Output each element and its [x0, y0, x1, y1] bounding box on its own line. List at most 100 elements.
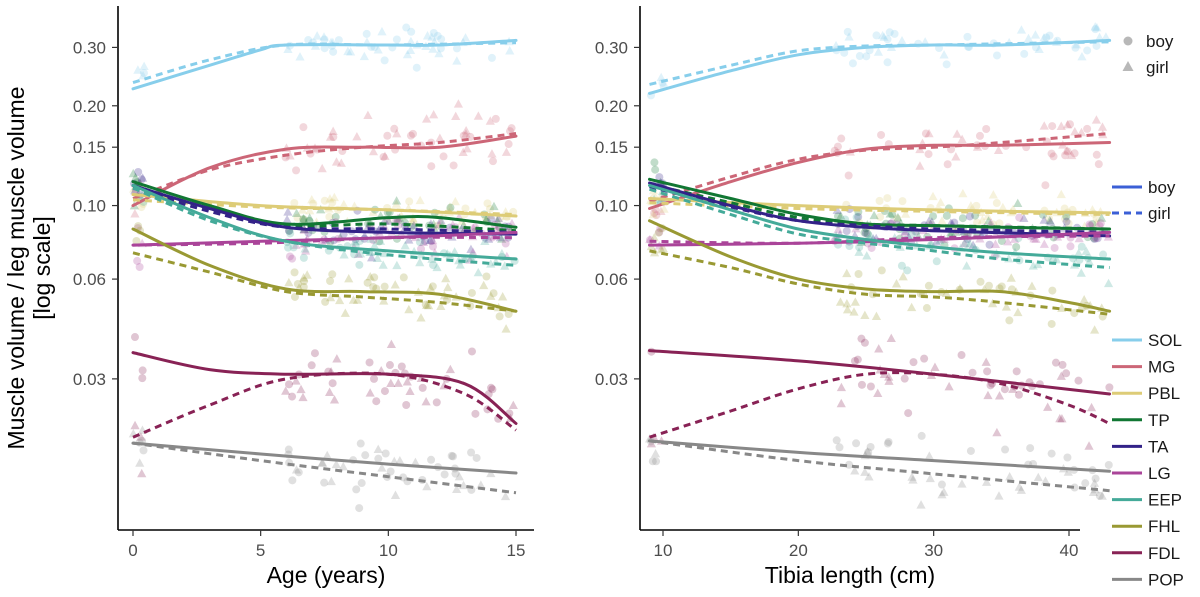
legend-label-linetype-boy: boy — [1148, 178, 1176, 197]
data-point-girl-pop — [390, 490, 401, 499]
y-tick-label: 0.15 — [595, 138, 628, 157]
data-point-girl-pop — [1088, 487, 1099, 497]
data-point-boy-fhl — [299, 282, 308, 291]
data-point-girl-fhl — [649, 232, 659, 242]
data-point-boy-sol — [942, 60, 951, 69]
data-point-boy-pbl — [876, 212, 885, 221]
data-point-girl-fhl — [850, 297, 860, 306]
data-point-boy-sol — [402, 23, 411, 32]
data-point-girl-fhl — [1001, 302, 1012, 311]
data-point-girl-pop — [924, 451, 934, 460]
fit-line-girl-eep — [132, 186, 517, 267]
data-point-boy-pop — [1095, 491, 1104, 500]
data-point-boy-pop — [648, 457, 657, 466]
data-point-girl-mg — [656, 206, 666, 216]
data-point-boy-pbl — [293, 213, 302, 222]
data-point-girl-pop — [500, 491, 511, 501]
data-point-boy-tp — [929, 212, 938, 221]
data-point-boy-lg — [1015, 213, 1024, 222]
data-point-boy-tp — [331, 213, 340, 222]
data-point-boy-sol — [329, 47, 338, 56]
data-point-girl-fhl — [871, 311, 882, 321]
data-point-girl-fhl — [348, 295, 359, 304]
data-point-girl-fhl — [325, 292, 336, 302]
data-point-girl-pbl — [408, 215, 419, 224]
data-point-boy-pop — [1104, 460, 1113, 469]
data-point-boy-lg — [1085, 220, 1094, 229]
data-point-boy-fdl — [432, 398, 441, 407]
y-tick-label: 0.30 — [73, 38, 106, 57]
data-point-girl-sol — [133, 65, 143, 74]
legend-label-fdl: FDL — [1148, 544, 1180, 563]
data-point-girl-mg — [915, 161, 925, 170]
data-point-girl-fhl — [1057, 303, 1067, 312]
data-point-boy-mg — [406, 131, 415, 140]
data-point-boy-tp — [651, 165, 660, 174]
data-point-girl-tp — [489, 201, 499, 211]
data-point-girl-fdl — [983, 390, 993, 400]
data-point-girl-pbl — [901, 209, 911, 218]
data-point-girl-sol — [1030, 30, 1041, 39]
data-point-boy-fdl — [983, 367, 992, 376]
points-layer-tibia — [645, 22, 1114, 509]
data-point-boy-sol — [993, 51, 1002, 60]
data-point-boy-eep — [286, 229, 295, 238]
data-point-girl-fhl — [656, 244, 666, 254]
data-point-girl-pop — [937, 489, 947, 499]
data-point-girl-mg — [285, 151, 295, 160]
data-point-boy-eep — [415, 238, 424, 247]
data-point-boy-sol — [872, 31, 881, 40]
data-point-boy-pop — [883, 439, 892, 448]
data-point-girl-pbl — [305, 205, 315, 215]
data-point-boy-sol — [862, 52, 871, 61]
data-point-boy-mg — [1049, 152, 1058, 161]
data-point-girl-ta — [924, 216, 934, 225]
data-point-girl-ta — [367, 252, 377, 262]
data-point-girl-mg — [487, 149, 497, 158]
data-point-girl-fdl — [646, 438, 657, 448]
data-point-boy-fhl — [924, 281, 933, 290]
panel-age: 0.03 0.06 0.10 0.15 0.20 0.30 0 5 10 15 Age (year… — [73, 6, 534, 588]
data-point-girl-eep — [1076, 268, 1086, 277]
data-point-girl-pop — [331, 459, 341, 469]
data-point-boy-pop — [284, 445, 293, 454]
y-tick-label: 0.20 — [73, 97, 106, 116]
data-point-girl-sol — [359, 51, 369, 61]
data-point-girl-fdl — [386, 339, 396, 349]
data-point-girl-tp — [983, 216, 994, 225]
data-point-girl-eep — [300, 244, 310, 253]
data-point-girl-ta — [493, 213, 503, 223]
data-point-boy-fdl — [138, 366, 147, 375]
data-point-girl-sol — [1090, 22, 1100, 31]
data-point-girl-ta — [425, 235, 435, 244]
legend-label-shape-boy: boy — [1146, 32, 1174, 51]
legend-label-linetype-girl: girl — [1148, 204, 1171, 223]
data-point-boy-lg — [133, 256, 142, 265]
x-tick-label: 40 — [1060, 541, 1079, 560]
data-point-boy-fdl — [402, 401, 411, 410]
data-point-girl-fhl — [1090, 325, 1100, 334]
data-point-girl-pop — [317, 458, 328, 467]
data-point-girl-sol — [434, 48, 444, 58]
data-point-boy-pbl — [1045, 214, 1054, 223]
data-point-girl-sol — [1039, 33, 1049, 42]
fit-line-girl-ta — [132, 186, 517, 234]
data-point-boy-pop — [864, 448, 873, 457]
data-point-boy-sol — [890, 29, 899, 38]
data-point-girl-lg — [291, 240, 301, 249]
data-point-boy-fdl — [900, 374, 909, 383]
data-point-boy-pbl — [137, 203, 146, 212]
data-point-boy-tp — [446, 203, 455, 212]
data-point-boy-eep — [1077, 242, 1086, 251]
data-point-boy-fhl — [997, 282, 1006, 291]
data-point-boy-pop — [1091, 474, 1100, 483]
data-point-girl-sol — [452, 56, 462, 65]
data-point-girl-fhl — [422, 300, 432, 309]
data-point-girl-fhl — [365, 271, 375, 281]
data-point-boy-fdl — [857, 380, 866, 389]
data-point-girl-fdl — [298, 392, 308, 402]
data-point-girl-pop — [1040, 476, 1051, 485]
data-point-boy-fhl — [290, 268, 299, 277]
data-point-boy-mg — [1047, 149, 1056, 158]
